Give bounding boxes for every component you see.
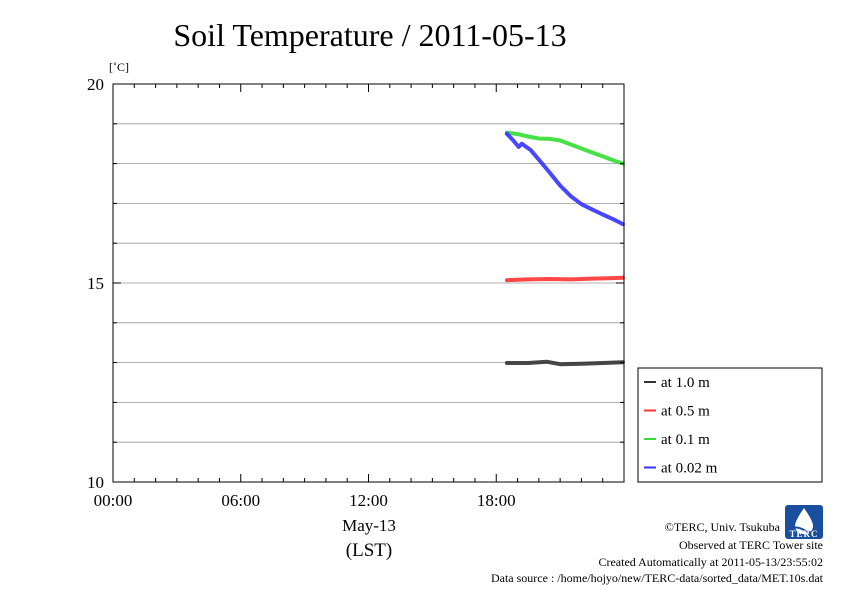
grid-lines bbox=[113, 123, 624, 443]
x-tick-label: 00:00 bbox=[94, 491, 133, 510]
series-line-2 bbox=[504, 275, 625, 283]
chart-title: Soil Temperature / 2011-05-13 bbox=[173, 17, 566, 53]
y-tick-label: 20 bbox=[87, 75, 104, 94]
observation-site-text: Observed at TERC Tower site bbox=[679, 538, 823, 552]
series-line-1 bbox=[504, 359, 625, 367]
legend: at 1.0 m at 0.5 m at 0.1 m at 0.02 m bbox=[637, 367, 823, 483]
y-tick-label: 10 bbox=[87, 473, 104, 492]
data-source-text: Data source : /home/hojyo/new/TERC-data/… bbox=[491, 571, 824, 585]
axis-ticks: 10 15 20 00:00 06:00 12:00 18:00 bbox=[87, 75, 625, 510]
legend-label: at 0.1 m bbox=[661, 432, 710, 448]
x-tick-label: 06:00 bbox=[221, 491, 260, 510]
terc-logo: TERC bbox=[785, 505, 823, 539]
legend-label: at 0.5 m bbox=[661, 404, 710, 420]
legend-label: at 0.02 m bbox=[661, 461, 718, 477]
terc-logo-text: TERC bbox=[789, 529, 818, 539]
series-line-4 bbox=[504, 131, 625, 227]
wave-icon bbox=[787, 526, 821, 534]
legend-box bbox=[637, 367, 823, 483]
created-timestamp-text: Created Automatically at 2011-05-13/23:5… bbox=[598, 555, 823, 569]
copyright-text: ©TERC, Univ. Tsukuba bbox=[665, 520, 781, 534]
legend-label: at 1.0 m bbox=[661, 375, 710, 391]
x-tick-label: 12:00 bbox=[349, 491, 388, 510]
series-line-3 bbox=[504, 130, 625, 166]
y-tick-label: 15 bbox=[87, 274, 104, 293]
x-axis-sublabel: (LST) bbox=[346, 540, 392, 561]
x-tick-label: 18:00 bbox=[477, 491, 516, 510]
x-axis-label: May-13 bbox=[342, 516, 396, 535]
y-axis-unit-label: [˚C] bbox=[109, 60, 129, 74]
series-lines bbox=[504, 130, 625, 367]
